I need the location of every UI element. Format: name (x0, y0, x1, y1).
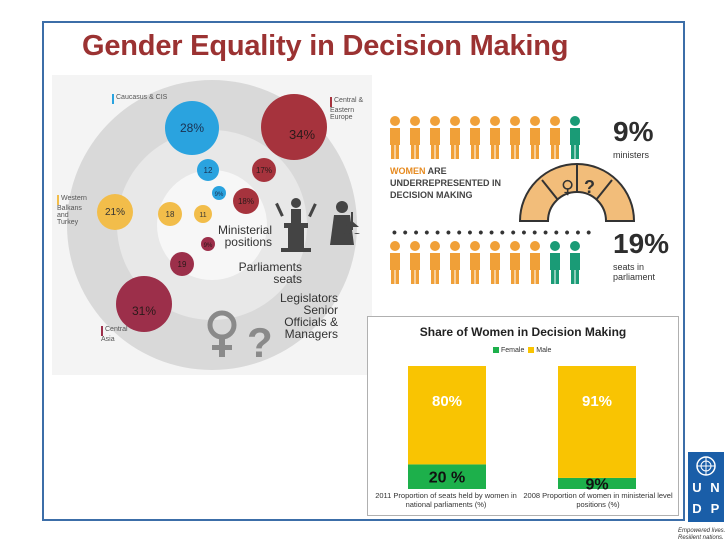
chart-plot: 20 % 80% 9% 91% (408, 366, 636, 493)
bubble-inner-central-asia (201, 237, 215, 251)
bar-label-female-0: 20 % (429, 470, 465, 487)
undp-letter-n: N (710, 480, 720, 495)
female-person-icon (570, 116, 580, 159)
female-question-icon: ? (207, 310, 273, 366)
ministers-people-row (390, 116, 580, 159)
parliament-value: 19% (613, 228, 670, 259)
bar-male-0 (408, 366, 486, 465)
underrepresented-text: WOMEN ARE UNDERREPRESENTED IN DECISION M… (390, 166, 502, 200)
bubble-outer-central-asia (116, 276, 172, 332)
category-label-ministerial: 2008 Proportion of women in ministerial … (523, 491, 673, 509)
podium-icon (275, 198, 317, 252)
person-icon (390, 241, 400, 284)
bar-male-1 (558, 366, 636, 478)
person-icon (430, 241, 440, 284)
bubble-label-outer-caucasus: 28% (180, 121, 204, 135)
parliament-people-row (390, 241, 580, 284)
region-label-central-eastern: Central & Eastern Europe (330, 97, 364, 121)
ring-label-parliaments: Parliaments seats (238, 260, 302, 286)
bubble-inner-western-balkans (194, 205, 212, 223)
person-icon (430, 116, 440, 159)
bar-label-female-1: 9% (585, 476, 608, 493)
undp-letter-u: U (692, 480, 702, 495)
person-icon (530, 116, 540, 159)
bubble-label-middle-caucasus: 12 (204, 166, 213, 175)
bar-label-male-0: 80% (432, 393, 462, 410)
legend-male: Male (536, 347, 552, 354)
bubble-label-outer-central-eastern: 34% (289, 127, 315, 142)
undp-tagline: Empowered lives. Resilient nations. (678, 528, 726, 541)
parliament-label: seats in parliament (613, 262, 656, 282)
region-label-western-balkans: Western Balkans and Turkey (57, 195, 87, 226)
person-icon (470, 116, 480, 159)
legend-swatch-female (493, 347, 499, 353)
bubble-label-middle-western-balkans: 18 (166, 210, 175, 219)
ministers-value: 9% (613, 116, 654, 147)
person-icon (450, 241, 460, 284)
judge-icon (330, 201, 360, 245)
bubble-label-outer-central-asia: 31% (132, 304, 156, 318)
person-icon (490, 241, 500, 284)
ring-diagram: 28% 34% 21% 31% 12 17% 18 19 9% 18% 11 9… (52, 75, 372, 375)
bubble-inner-central-eastern (233, 188, 259, 214)
female-person-icon (550, 241, 560, 284)
person-icon (510, 241, 520, 284)
legend-swatch-male (528, 347, 535, 353)
bubble-label-outer-western-balkans: 21% (105, 207, 125, 218)
person-icon (410, 116, 420, 159)
category-label-parliaments: 2011 Proportion of seats held by women i… (375, 491, 517, 509)
person-icon (530, 241, 540, 284)
chart-title: Share of Women in Decision Making (419, 325, 627, 339)
women-word: WOMEN (390, 166, 426, 176)
region-label-central-asia: Central Asia (101, 326, 128, 343)
share-chart: Share of Women in Decision Making Female… (367, 316, 679, 516)
region-label-caucasus: Caucasus & CIS (112, 94, 167, 104)
person-icon (470, 241, 480, 284)
gauge-icon: ♀ ? (518, 163, 636, 222)
bubble-label-inner-central-asia: 9% (204, 243, 213, 249)
person-icon (450, 116, 460, 159)
legend-female: Female (501, 347, 525, 354)
person-icon (410, 241, 420, 284)
svg-text:?: ? (584, 177, 595, 197)
page-title: Gender Equality in Decision Making (82, 30, 569, 62)
bar-female-1 (558, 477, 636, 489)
person-icon (550, 116, 560, 159)
svg-text:♀: ♀ (561, 177, 574, 198)
bubble-inner-caucasus (212, 186, 226, 200)
dotted-divider: • • • • • • • • • • • • • • • • • • • (392, 224, 593, 240)
bar-label-male-1: 91% (582, 393, 612, 410)
undp-logo: U N D P (688, 452, 724, 522)
bubble-label-middle-central-eastern: 17% (256, 166, 272, 175)
bubble-middle-central-eastern (252, 158, 276, 182)
ring-label-legislators: Legislators Senior Officials & Managers (279, 291, 338, 341)
bubble-outer-caucasus (165, 101, 219, 155)
bubble-outer-central-eastern (261, 94, 327, 160)
ministers-label: ministers (613, 150, 650, 160)
bubble-label-inner-central-eastern: 18% (238, 197, 254, 206)
person-icon (510, 116, 520, 159)
bubble-middle-central-asia (170, 252, 194, 276)
bubble-middle-caucasus (197, 159, 219, 181)
bubble-middle-western-balkans (158, 202, 182, 226)
undp-letter-p: P (710, 501, 720, 516)
bubble-label-middle-central-asia: 19 (178, 260, 187, 269)
slide-frame (42, 21, 685, 521)
bubble-outer-western-balkans (97, 194, 133, 230)
bubble-label-inner-western-balkans: 11 (199, 212, 206, 219)
bar-female-0 (408, 464, 486, 489)
un-emblem-icon (696, 456, 716, 476)
undp-letter-d: D (692, 501, 702, 516)
bubble-label-inner-caucasus: 9% (215, 192, 224, 198)
svg-text:?: ? (247, 319, 273, 366)
person-icon (390, 116, 400, 159)
female-person-icon (570, 241, 580, 284)
person-icon (490, 116, 500, 159)
ring-label-ministerial: Ministerial positions (217, 223, 272, 249)
chart-legend: Female Male (493, 347, 551, 354)
